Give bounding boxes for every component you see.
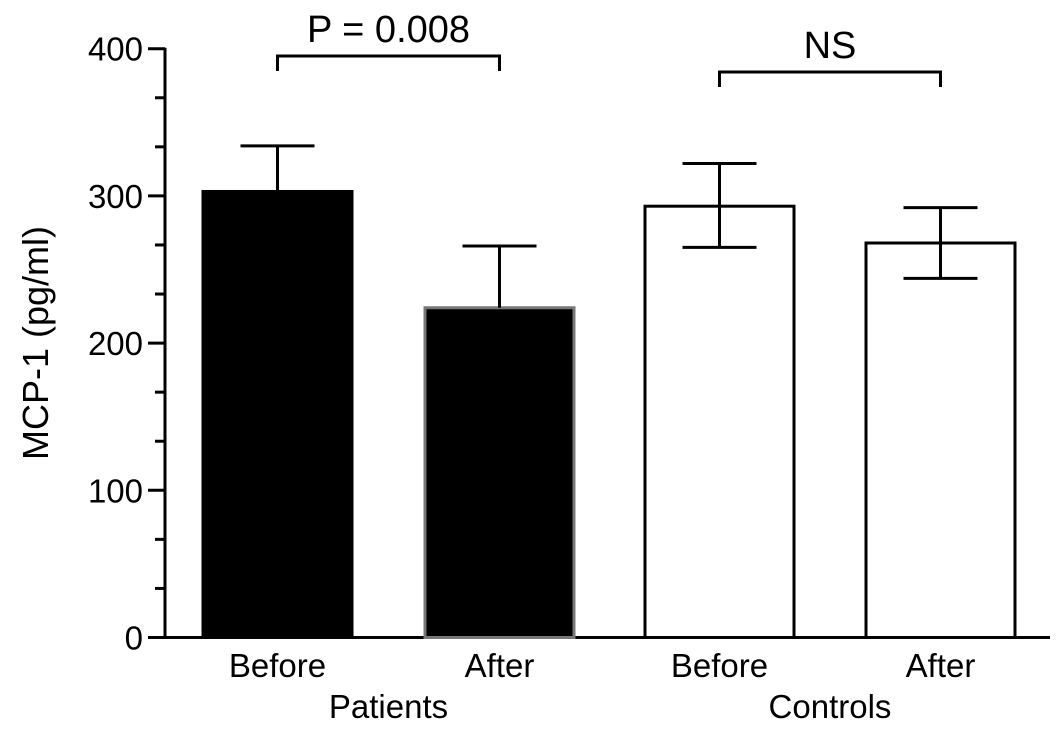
y-tick-label: 300 [88, 178, 143, 215]
x-tick-label: Before [229, 647, 326, 684]
x-tick-label: Before [671, 647, 768, 684]
bar [643, 204, 796, 639]
significance-bracket [718, 70, 942, 87]
significance-bracket [276, 54, 501, 71]
group-label: Controls [769, 688, 892, 725]
x-tick-label: After [906, 647, 976, 684]
y-tick-label: 100 [88, 472, 143, 509]
y-axis-label: MCP-1 (pg/ml) [15, 226, 56, 460]
significance-label: NS [804, 25, 857, 67]
significance-label: P = 0.008 [307, 9, 470, 51]
y-tick-label: 200 [88, 325, 143, 362]
group-label: Patients [329, 688, 448, 725]
x-tick-label: After [465, 647, 535, 684]
y-tick-label: 0 [125, 620, 143, 657]
bar [201, 189, 354, 639]
bar [423, 306, 576, 639]
y-tick-label: 400 [88, 31, 143, 68]
bar [864, 241, 1017, 639]
